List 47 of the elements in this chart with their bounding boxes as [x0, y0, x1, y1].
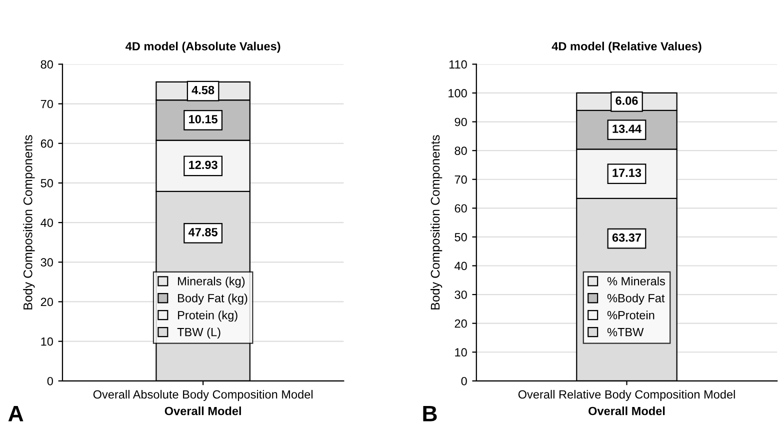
data-label: 10.15: [189, 115, 218, 124]
data-label: 47.85: [188, 228, 218, 236]
legend-label: Protein (kg): [178, 310, 238, 322]
y-tick-label: 40: [454, 262, 467, 270]
y-tick-label: 50: [40, 179, 53, 188]
legend-label: % Minerals: [607, 276, 665, 286]
y-tick-label: 10: [455, 348, 467, 357]
y-tick-label: 30: [454, 290, 467, 299]
chart-title: 4D model (Relative Values): [552, 42, 702, 53]
y-tick-label: 30: [40, 258, 53, 267]
y-tick-label: 0: [461, 376, 467, 386]
x-tick-label: Overall Absolute Body Composition Model: [93, 390, 313, 401]
y-tick-label: 70: [40, 100, 53, 108]
y-tick-label: 80: [454, 146, 467, 155]
y-tick-label: 20: [40, 298, 53, 306]
y-tick-label: 0: [47, 376, 53, 386]
legend-label: %TBW: [607, 328, 644, 336]
y-tick-label: 70: [454, 175, 467, 184]
legend-label: TBW (L): [177, 328, 220, 339]
x-axis-title: Overall Model: [588, 406, 665, 416]
data-label: 13.44: [612, 124, 642, 133]
y-tick-label: 80: [40, 60, 53, 69]
legend-label: %Body Fat: [607, 294, 665, 305]
data-label: 17.13: [612, 168, 642, 177]
y-tick-label: 40: [40, 218, 53, 227]
text: A: [8, 406, 24, 422]
legend-label: Minerals (kg): [178, 276, 245, 288]
y-axis-title: Body Composition Components: [23, 135, 35, 310]
legend-label: %Protein: [607, 310, 654, 320]
y-tick-label: 60: [454, 204, 467, 213]
y-tick-label: 90: [454, 118, 467, 126]
y-tick-label: 110: [449, 60, 467, 69]
data-label: 6.06: [616, 96, 638, 105]
y-axis-title: Body Composition Components: [430, 135, 442, 310]
y-tick-label: 20: [454, 319, 467, 328]
x-tick-label: Overall Relative Body Composition Model: [518, 390, 735, 401]
y-tick-label: 100: [448, 89, 467, 98]
data-label: 12.93: [189, 160, 218, 170]
legend-label: Body Fat (kg): [178, 294, 248, 305]
y-tick-label: 60: [40, 139, 53, 148]
data-label: 63.37: [612, 233, 642, 242]
x-axis-title: Overall Model: [164, 406, 241, 416]
chart-title: 4D model (Absolute Values): [126, 42, 280, 53]
text: B: [423, 406, 437, 422]
data-label: 4.58: [192, 86, 214, 94]
y-tick-label: 50: [454, 232, 467, 242]
y-tick-label: 10: [41, 337, 53, 346]
